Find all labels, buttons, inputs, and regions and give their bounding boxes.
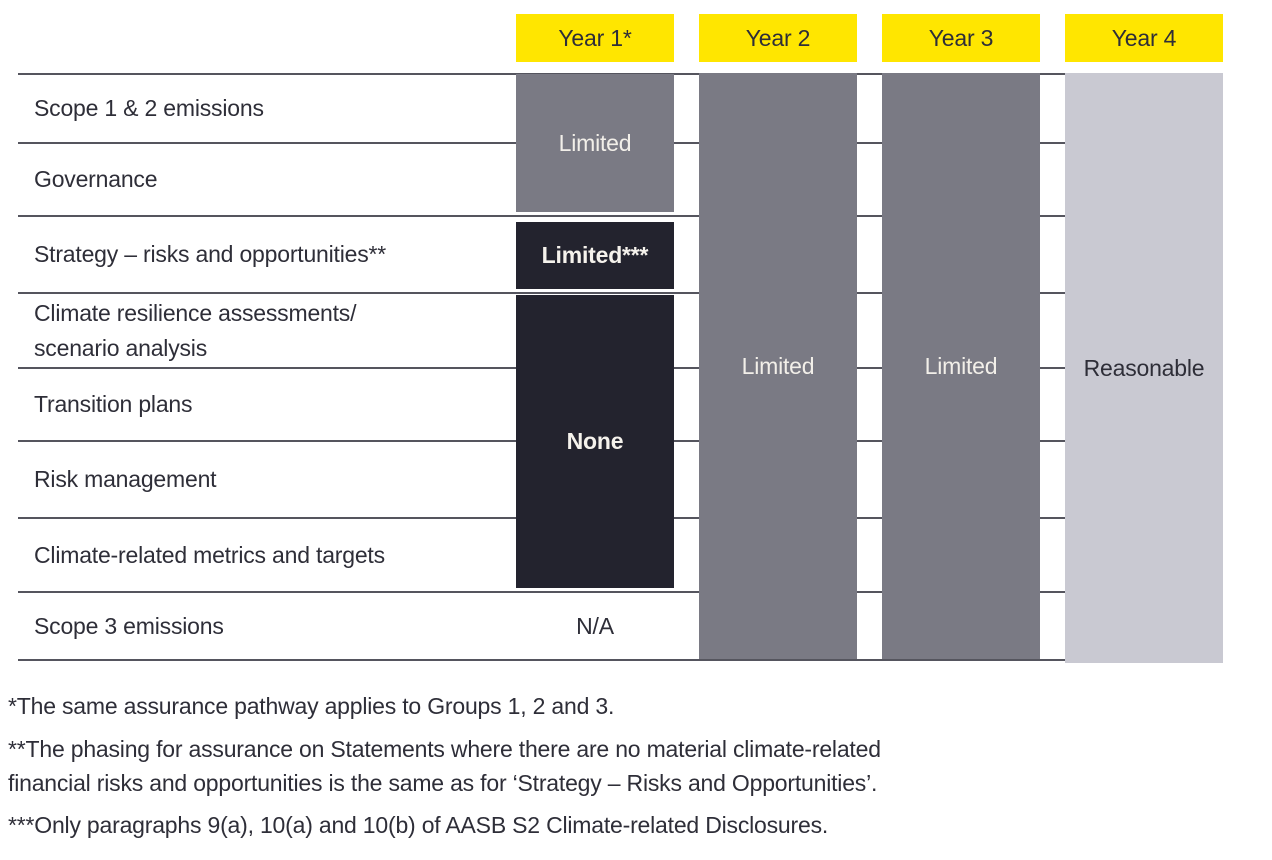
row-divider: [18, 215, 1222, 217]
row-divider: [18, 292, 1222, 294]
cell-year4-reasonable-all-rows: Reasonable: [1065, 73, 1223, 663]
row-label-climate-resilience-scenario-analysis: Climate resilience assessments/scenario …: [34, 299, 357, 361]
footnote-2: **The phasing for assurance on Statement…: [8, 736, 881, 796]
cell-year3-limited-all-rows: Limited: [882, 73, 1040, 659]
column-header-year-3: Year 3: [882, 14, 1040, 62]
cell-year2-limited-all-rows: Limited: [699, 73, 857, 659]
column-header-year-2: Year 2: [699, 14, 857, 62]
cell-year1-limited-rows1-2: Limited: [516, 74, 674, 212]
row-label-governance: Governance: [34, 166, 158, 192]
column-header-year-4: Year 4: [1065, 14, 1223, 62]
cell-year1-limited-row3: Limited***: [516, 222, 674, 289]
cell-year1-na-row8: N/A: [576, 612, 614, 639]
cell-year1-none-rows4-7: None: [516, 295, 674, 588]
row-label-scope-3-emissions: Scope 3 emissions: [34, 613, 224, 639]
footnote-3: ***Only paragraphs 9(a), 10(a) and 10(b)…: [8, 812, 829, 838]
row-label-transition-plans: Transition plans: [34, 391, 193, 417]
row-label-strategy-risks-opportunities: Strategy – risks and opportunities**: [34, 241, 387, 267]
row-label-climate-related-metrics-targets: Climate-related metrics and targets: [34, 541, 385, 568]
row-divider: [18, 659, 1222, 661]
row-divider: [18, 591, 1222, 593]
row-label-scope-1-2-emissions: Scope 1 & 2 emissions: [34, 95, 264, 121]
column-header-year-1: Year 1*: [516, 14, 674, 62]
footnote-1: *The same assurance pathway applies to G…: [8, 693, 615, 719]
row-label-risk-management: Risk management: [34, 466, 217, 492]
